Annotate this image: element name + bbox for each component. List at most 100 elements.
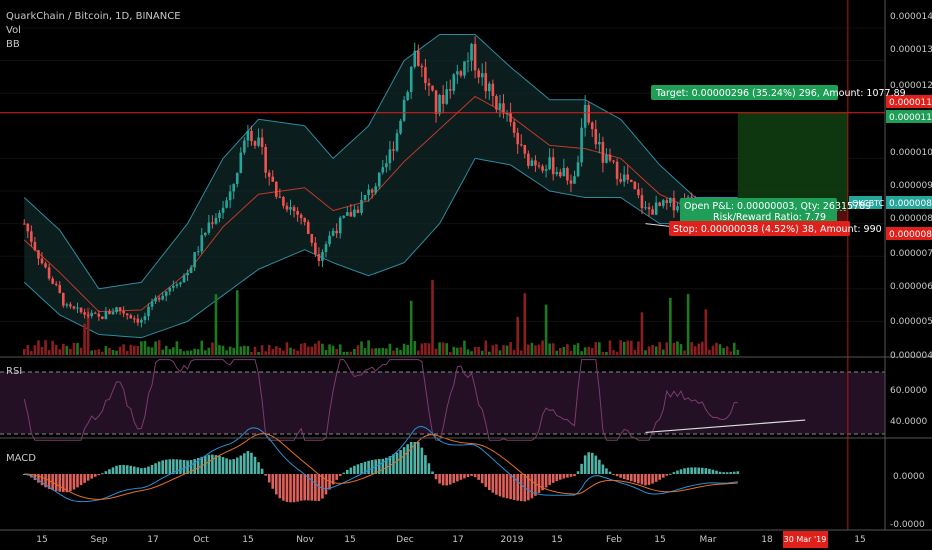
bollinger-legend[interactable]: BB	[6, 39, 20, 50]
macd-histogram-bar	[438, 474, 441, 484]
macd-histogram-bar	[228, 459, 232, 474]
volume-bar	[250, 351, 253, 355]
macd-histogram-bar	[708, 468, 711, 474]
candle-body	[182, 275, 186, 283]
volume-bar	[445, 343, 448, 355]
macd-histogram-bar	[676, 470, 679, 474]
volume-bar	[630, 340, 633, 355]
candle-body	[193, 252, 196, 268]
volume-bar	[509, 342, 512, 355]
candle-body	[470, 43, 473, 61]
candle-body	[633, 181, 637, 190]
candle-body	[179, 282, 182, 285]
volume-bar	[93, 350, 97, 355]
volume-bar	[605, 351, 608, 355]
macd-histogram-bar	[395, 452, 399, 474]
volume-bar	[551, 343, 555, 355]
macd-histogram-bar	[516, 474, 519, 501]
candle-body	[587, 104, 590, 123]
macd-histogram-bar	[37, 474, 40, 483]
candle-body	[615, 161, 619, 180]
volume-bar	[321, 343, 324, 355]
volume-bar	[292, 348, 296, 355]
volume-bar	[424, 342, 427, 355]
volume-legend[interactable]: Vol	[6, 25, 21, 36]
volume-bar	[658, 342, 661, 355]
volume-bar	[402, 343, 406, 355]
macd-histogram-bar	[583, 455, 587, 474]
candle-body	[214, 217, 218, 224]
candle-body	[186, 272, 189, 276]
macd-histogram-bar	[104, 471, 108, 474]
candle-body	[335, 230, 338, 234]
volume-bar	[523, 293, 527, 355]
target-zone	[737, 112, 848, 211]
candle-body	[62, 292, 65, 306]
macd-histogram-bar	[686, 467, 690, 474]
volume-bar	[154, 341, 157, 355]
macd-histogram-bar	[690, 467, 693, 474]
volume-bar	[686, 294, 690, 355]
position-labels[interactable]: Target: 0.00000296 (35.24%) 296, Amount:…	[651, 85, 906, 236]
candle-body	[246, 130, 250, 141]
macd-histogram-bar	[214, 455, 218, 474]
macd-histogram-bar	[562, 474, 566, 479]
macd-histogram-bar	[40, 474, 44, 486]
macd-histogram-bar	[278, 474, 282, 499]
macd-histogram-bar	[654, 474, 658, 482]
volume-bar	[406, 344, 409, 355]
volume-bar	[637, 341, 640, 355]
symbol-title[interactable]: QuarkChain / Bitcoin, 1D, BINANCE	[6, 11, 181, 22]
macd-histogram-bar	[448, 474, 452, 485]
candle-body	[370, 189, 374, 193]
candle-body	[175, 284, 179, 286]
macd-histogram-bar	[349, 467, 353, 474]
candle-body	[665, 200, 669, 203]
macd-histogram-bar	[633, 474, 637, 483]
volume-bar	[640, 312, 644, 355]
volume-bar	[328, 344, 331, 355]
volume-bar	[701, 341, 704, 355]
candle-body	[498, 103, 502, 110]
volume-bar	[175, 341, 179, 355]
candle-body	[44, 263, 47, 268]
candlesticks[interactable]	[22, 36, 740, 328]
candle-body	[505, 113, 509, 115]
volume-bar	[569, 350, 573, 355]
target-label: Target: 0.00000296 (35.24%) 296, Amount:…	[655, 88, 906, 99]
candle-body	[232, 184, 235, 192]
volume-bar	[381, 347, 385, 355]
candle-body	[576, 162, 580, 177]
candle-body	[598, 141, 601, 145]
macd-indicator	[22, 426, 740, 503]
time-axis[interactable]: 15 Sep 17 Oct 15 Nov 15 Dec 17 2019 15 F…	[36, 531, 866, 548]
candle-body	[86, 314, 90, 317]
volume-bar	[157, 340, 161, 355]
symbol-price-tag-text: QKCBTC	[852, 199, 885, 208]
macd-legend[interactable]: MACD	[6, 453, 36, 464]
macd-histogram-bar	[182, 459, 186, 474]
volume-bar	[441, 342, 445, 355]
macd-histogram-bar	[164, 459, 168, 474]
volume-bar	[200, 340, 204, 355]
volume-bar	[271, 349, 275, 355]
candle-body	[644, 207, 647, 209]
rsi-legend[interactable]: RSI	[6, 366, 22, 377]
macd-histogram-bar	[76, 474, 79, 488]
volume-bar	[651, 345, 654, 355]
candle-body	[317, 254, 321, 261]
volume-bar	[69, 348, 72, 355]
macd-histogram-bar	[679, 469, 683, 474]
candle-body	[569, 180, 573, 184]
candle-body	[271, 176, 275, 182]
candle-body	[516, 132, 519, 145]
macd-histogram-bar	[626, 474, 630, 480]
candle-body	[566, 167, 569, 181]
candle-body	[338, 217, 342, 234]
candle-body	[409, 66, 413, 93]
price-axis[interactable]: 0.00001400 0.00001300 0.00001200 0.00001…	[849, 12, 932, 361]
macd-tick: 0.0000	[893, 472, 925, 482]
volume-bar	[697, 343, 701, 355]
candle-body	[54, 283, 58, 286]
volume-bar	[399, 349, 402, 355]
